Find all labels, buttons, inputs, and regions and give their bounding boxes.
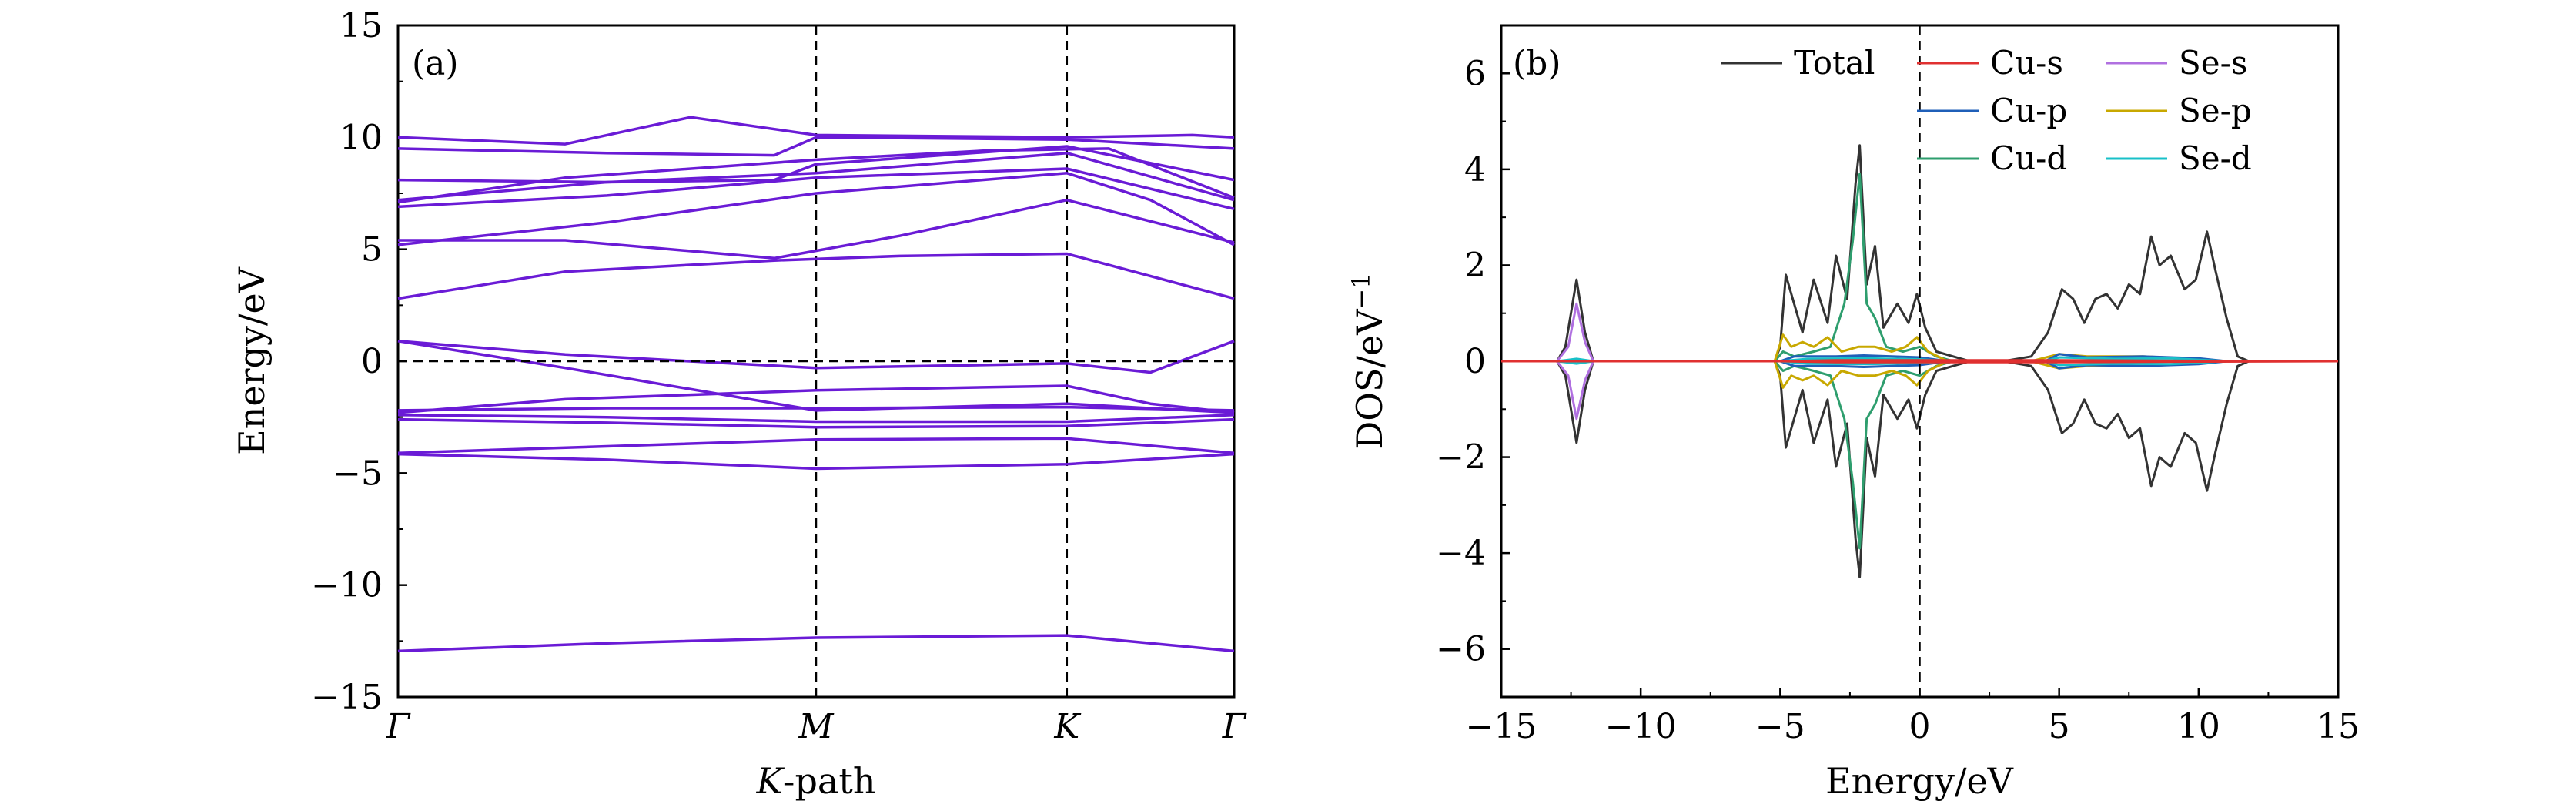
y-axis-title-sup: −1 [1347, 273, 1376, 309]
band-12 [397, 167, 1235, 211]
dos-cu-d-spin-down [1501, 360, 2338, 550]
band-13 [397, 151, 1235, 202]
y-tick-label: 4 [1464, 150, 1486, 189]
k-point-label: M [798, 707, 834, 746]
band-8 [397, 340, 1235, 374]
y-axis-title: DOS/eV−1 [1347, 273, 1390, 449]
x-tick-label: −10 [1605, 707, 1677, 746]
y-tick-label: −2 [1436, 438, 1486, 478]
band-0 [397, 634, 1235, 653]
band-3 [397, 417, 1235, 429]
dos-panel: (b) −6 −4 −2 0 2 4 6 −15 −10 −5 0 5 10 15 Total Cu-s S… [1347, 24, 2360, 802]
k-point-label: K [1053, 707, 1081, 746]
legend-label-cu-d: Cu-d [1990, 139, 2067, 177]
panel-a-label: (a) [412, 44, 459, 83]
x-axis-title: K-path [756, 760, 876, 802]
y-tick-label: −10 [311, 566, 383, 605]
y-tick-label: 6 [1464, 54, 1486, 93]
y-tick-label: 15 [340, 6, 383, 45]
dos-cu-s-spin-down [1501, 360, 2339, 364]
band-16 [397, 136, 1235, 157]
panel-b-label: (b) [1513, 44, 1561, 83]
k-point-label: Γ [386, 707, 411, 746]
x-tick-label: 10 [2177, 707, 2220, 746]
y-tick-label: −4 [1436, 534, 1486, 573]
y-axis-title-main: DOS/eV [1349, 309, 1390, 450]
y-tick-label: −6 [1436, 630, 1486, 669]
band-15 [397, 145, 1235, 184]
x-tick-label: 0 [1909, 707, 1931, 746]
y-tick-label: −15 [311, 678, 383, 717]
legend-label-se-p: Se-p [2179, 92, 2252, 129]
y-tick-label: −5 [333, 454, 383, 493]
y-tick-label: 5 [361, 230, 383, 270]
x-tick-label: 15 [2317, 707, 2360, 746]
y-tick-label: 0 [361, 342, 383, 381]
band-7 [397, 340, 1235, 414]
x-tick-label: −5 [1755, 707, 1805, 746]
x-tick-label: −15 [1466, 707, 1537, 746]
band-11 [397, 172, 1235, 246]
band-4 [397, 414, 1235, 424]
band-17 [397, 116, 1235, 146]
band-2 [397, 437, 1235, 454]
legend-label-cu-s: Cu-s [1990, 44, 2063, 82]
dos-total-spin-up [1501, 144, 2338, 363]
y-axis-title: Energy/eV [231, 266, 273, 455]
x-axis-title-rest: -path [783, 760, 876, 802]
legend-label-total: Total [1794, 44, 1875, 82]
y-tick-label: 2 [1464, 246, 1486, 285]
band-6 [397, 405, 1235, 412]
x-axis-title-italic: K [756, 760, 785, 802]
legend-label-se-d: Se-d [2179, 139, 2252, 177]
band-9 [397, 252, 1235, 300]
y-tick-label: 10 [340, 118, 383, 157]
legend-label-se-s: Se-s [2179, 44, 2247, 82]
dos-total-spin-down [1501, 360, 2338, 578]
band-1 [397, 452, 1235, 471]
x-axis-title: Energy/eV [1825, 760, 2014, 802]
band-10 [398, 198, 1235, 260]
dos-cu-d-spin-up [1501, 173, 2338, 363]
y-tick-label: 0 [1464, 342, 1486, 381]
k-point-label: Γ [1222, 707, 1247, 746]
band-5 [397, 384, 1235, 414]
x-tick-label: 5 [2049, 707, 2070, 746]
legend-label-cu-p: Cu-p [1990, 92, 2067, 129]
legend: Total Cu-s Se-s Cu-p Se-p Cu-d Se-d [1721, 44, 2252, 177]
